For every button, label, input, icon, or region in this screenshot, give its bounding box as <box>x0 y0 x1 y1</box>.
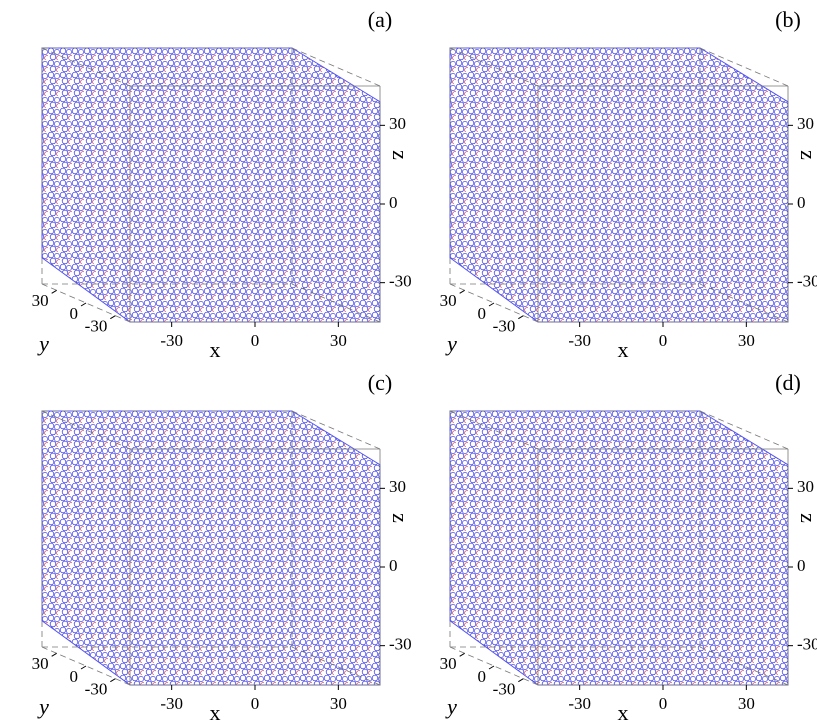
z-axis-label: z <box>796 150 817 160</box>
particle-cloud <box>41 47 381 323</box>
y-tick <box>518 678 524 683</box>
y-tick-label: 30 <box>440 654 457 673</box>
z-axis-label: z <box>388 513 413 523</box>
z-tick-label: 30 <box>797 477 814 496</box>
box-edge <box>449 410 539 450</box>
y-axis-label: y <box>445 694 457 719</box>
x-axis-label: x <box>210 337 221 362</box>
y-tick <box>80 302 87 307</box>
y-tick <box>459 652 465 657</box>
y-tick <box>110 678 116 683</box>
x-tick-label: 30 <box>330 331 347 350</box>
x-axis-label: x <box>618 337 629 362</box>
x-axis-label: x <box>618 700 629 725</box>
y-tick <box>110 315 116 320</box>
z-tick-label: 30 <box>389 477 406 496</box>
z-tick-label: 30 <box>389 114 406 133</box>
z-tick-label: 0 <box>389 193 398 212</box>
y-tick <box>51 652 57 657</box>
z-tick-label: 30 <box>797 114 814 133</box>
particle-cloud <box>41 410 381 686</box>
x-tick-label: 0 <box>251 331 260 350</box>
y-tick <box>51 289 57 294</box>
z-axis-label: z <box>796 513 817 523</box>
box-edge <box>291 47 381 87</box>
z-tick-label: -30 <box>797 272 817 291</box>
x-tick-label: 30 <box>330 694 347 713</box>
y-tick-label: 0 <box>70 304 79 323</box>
box-edge <box>449 47 539 87</box>
y-tick <box>518 315 524 320</box>
box-edge <box>291 646 381 686</box>
y-axis-label: y <box>445 331 457 356</box>
x-tick-label: 0 <box>251 694 260 713</box>
x-tick-label: -30 <box>568 331 591 350</box>
panel: -30 0 30 -30 0 30 -30 0 30 (c) x y z <box>32 370 413 725</box>
z-tick-label: -30 <box>797 635 817 654</box>
y-tick <box>459 289 465 294</box>
panel-label: (b) <box>775 7 801 32</box>
box-edge <box>699 410 789 450</box>
panel-label: (c) <box>368 370 392 395</box>
y-tick-label: 30 <box>440 291 457 310</box>
z-tick-label: -30 <box>389 272 412 291</box>
x-tick-label: 0 <box>659 694 668 713</box>
y-tick-label: 0 <box>478 304 487 323</box>
y-tick-label: -30 <box>493 680 516 699</box>
y-tick <box>488 302 495 307</box>
x-axis-label: x <box>210 700 221 725</box>
panel: -30 0 30 -30 0 30 -30 0 30 (a) x y z <box>32 7 413 362</box>
y-axis-label: y <box>37 694 49 719</box>
z-axis-label: z <box>388 150 413 160</box>
z-tick-label: 0 <box>389 556 398 575</box>
x-tick-label: -30 <box>568 694 591 713</box>
box-edge <box>291 410 381 450</box>
box-edge <box>291 283 381 323</box>
y-tick-label: 0 <box>478 667 487 686</box>
y-tick-label: 0 <box>70 667 79 686</box>
x-tick-label: 30 <box>738 331 755 350</box>
box-edge <box>699 47 789 87</box>
y-tick <box>80 665 87 670</box>
panel: -30 0 30 -30 0 30 -30 0 30 (d) x y z <box>440 370 817 725</box>
panel-label: (a) <box>368 7 392 32</box>
box-edge <box>41 47 131 87</box>
box-edge <box>699 283 789 323</box>
particle-cloud <box>449 410 789 686</box>
y-tick-label: 30 <box>32 654 49 673</box>
x-tick-label: -30 <box>160 694 183 713</box>
y-axis-label: y <box>37 331 49 356</box>
z-tick-label: -30 <box>389 635 412 654</box>
y-tick-label: -30 <box>85 680 108 699</box>
y-tick-label: -30 <box>493 317 516 336</box>
panel-label: (d) <box>775 370 801 395</box>
y-tick-label: -30 <box>85 317 108 336</box>
y-tick <box>488 665 495 670</box>
x-tick-label: -30 <box>160 331 183 350</box>
box-edge <box>41 410 131 450</box>
y-tick-label: 30 <box>32 291 49 310</box>
z-tick-label: 0 <box>797 193 806 212</box>
panel: -30 0 30 -30 0 30 -30 0 30 (b) x y z <box>440 7 817 362</box>
particle-cloud <box>449 47 789 323</box>
x-tick-label: 30 <box>738 694 755 713</box>
box-edge <box>699 646 789 686</box>
z-tick-label: 0 <box>797 556 806 575</box>
x-tick-label: 0 <box>659 331 668 350</box>
